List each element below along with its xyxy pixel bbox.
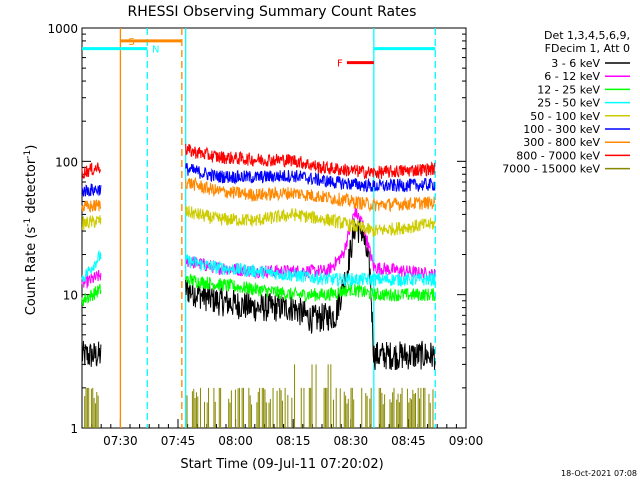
series-trace [185,254,436,288]
series-trace [185,176,436,213]
x-axis-label: Start Time (09-Jul-11 07:20:02) [180,457,383,472]
series-trace [185,273,436,303]
x-tick-label: 07:45 [161,434,196,448]
legend-label: 300 - 800 keV [523,136,600,149]
series-trace [185,218,436,371]
x-tick-label: 09:00 [449,434,484,448]
flag-label: S [128,37,134,48]
series-trace [81,249,102,283]
legend-label: 25 - 50 keV [537,97,600,110]
x-tick-label: 08:00 [218,434,253,448]
y-tick-label: 10 [63,289,78,303]
legend-label: 800 - 7000 keV [516,149,600,162]
series-trace [185,143,436,180]
legend-label: 3 - 6 keV [551,57,600,70]
series-trace [81,340,102,367]
footer-timestamp: 18-Oct-2021 07:08 [561,469,637,478]
series-trace [81,162,102,179]
series-trace [185,206,436,282]
x-tick-label: 08:45 [391,434,426,448]
legend-label: 100 - 300 keV [523,123,600,136]
legend-header-1: Det 1,3,4,5,6,9, [544,29,630,42]
y-tick-label: 100 [55,155,78,169]
x-tick-label: 08:30 [334,434,369,448]
flag-label: F [337,59,343,70]
x-tick-label: 08:15 [276,434,311,448]
x-tick-label: 07:30 [103,434,138,448]
legend-label: 50 - 100 keV [530,110,600,123]
series-trace [81,283,102,307]
y-axis-label: Count Rate (s-1 detector-1) [23,145,39,316]
flag-label: N [152,45,159,56]
y-tick-label: 1 [70,422,78,436]
chart-title: RHESSI Observing Summary Count Rates [128,4,417,20]
legend-label: 6 - 12 keV [544,70,600,83]
series-trace [81,198,102,213]
legend-label: 7000 - 15000 keV [502,163,600,176]
legend-header-2: FDecim 1, Att 0 [545,42,630,55]
series-trace [81,183,102,197]
series-trace [81,214,102,231]
legend-label: 12 - 25 keV [537,83,600,96]
series-trace [81,269,102,289]
series-trace [185,205,436,237]
y-tick-label: 1000 [47,22,78,36]
series-trace [185,163,436,193]
